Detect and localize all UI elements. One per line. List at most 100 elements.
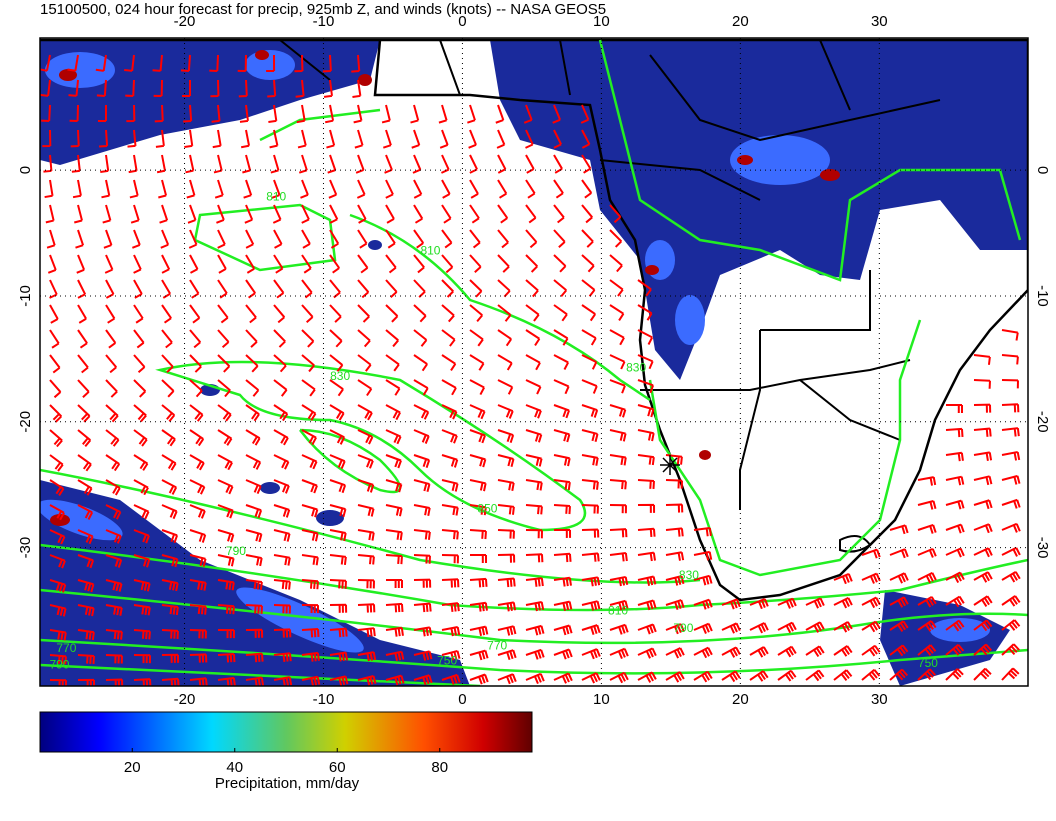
- wind-barb: [637, 527, 656, 538]
- wind-barb: [385, 304, 399, 323]
- map-area: 810 810 830 830 850 830 810 790 790 770 750 770 790 7…: [40, 38, 1028, 686]
- wind-barb: [413, 254, 425, 274]
- wind-barb: [861, 669, 881, 681]
- wind-barb: [441, 602, 460, 612]
- wind-barb: [102, 204, 112, 224]
- wind-barb: [1001, 474, 1021, 485]
- wind-barb: [693, 646, 713, 659]
- wind-barb: [469, 625, 489, 637]
- wind-barb: [385, 674, 405, 686]
- wind-barb: [525, 179, 536, 199]
- lon-label-top: -20: [174, 13, 196, 30]
- wind-barb: [189, 354, 202, 373]
- wind-barb: [581, 354, 598, 370]
- wind-barb: [917, 547, 937, 558]
- wind-barb: [917, 476, 937, 486]
- wind-barb: [301, 279, 313, 299]
- wind-barb: [917, 500, 937, 510]
- wind-barb: [861, 596, 881, 609]
- wind-barb: [525, 672, 545, 685]
- wind-barb: [665, 671, 685, 683]
- wind-barb: [412, 154, 422, 174]
- wind-barb: [45, 204, 55, 224]
- wind-barb: [413, 379, 429, 396]
- wind-barb: [245, 354, 259, 373]
- grid: [40, 38, 1028, 686]
- wind-barb: [553, 279, 568, 298]
- wind-barb: [42, 129, 52, 148]
- wind-barb: [188, 229, 198, 249]
- contour-labels: 810 810 830 830 850 830 810 790 790 770 750 770 790 7…: [49, 189, 938, 671]
- wind-barb: [217, 653, 236, 663]
- wind-barb: [267, 79, 277, 98]
- wind-barb: [553, 429, 571, 443]
- wind-barb: [385, 479, 403, 493]
- wind-barb: [301, 404, 317, 421]
- wind-barb: [441, 529, 459, 540]
- wind-barb: [609, 671, 629, 684]
- wind-barb: [301, 554, 319, 566]
- wind-barb: [49, 379, 62, 399]
- wind-barb: [973, 475, 993, 486]
- wind-barb: [441, 626, 461, 637]
- wind-barb: [413, 626, 433, 637]
- wind-barb: [301, 429, 317, 446]
- wind-barb: [238, 79, 248, 98]
- wind-barb: [273, 329, 286, 348]
- wind-barb: [295, 79, 305, 98]
- wind-barb: [355, 154, 365, 174]
- wind-barb: [357, 675, 377, 686]
- wind-barb: [495, 104, 505, 124]
- wind-barb: [553, 528, 572, 538]
- wind-barb: [413, 354, 428, 372]
- wind-barb: [49, 554, 66, 569]
- wind-barb: [161, 254, 171, 274]
- wind-barb: [273, 529, 291, 542]
- wind-barb: [49, 304, 59, 324]
- wind-barb: [273, 676, 293, 686]
- wind-barb: [525, 600, 545, 612]
- wind-barb: [72, 179, 82, 199]
- wind-barb: [496, 129, 506, 149]
- wind-barb: [357, 354, 372, 372]
- wind-barb: [497, 577, 516, 588]
- wind-barb: [40, 79, 51, 97]
- contour-label: 770: [56, 641, 76, 655]
- wind-barb: [209, 54, 219, 72]
- wind-barb: [525, 229, 538, 249]
- wind-barb: [385, 254, 397, 274]
- wind-barb: [413, 650, 433, 661]
- wind-barb: [329, 603, 348, 613]
- wind-barb: [552, 104, 561, 124]
- wind-barb: [469, 529, 487, 540]
- wind-barb: [609, 454, 627, 466]
- wind-barb: [665, 599, 685, 610]
- wind-barb: [973, 403, 992, 413]
- wind-barb: [217, 579, 235, 591]
- wind-barb: [469, 354, 485, 371]
- wind-barb: [1001, 522, 1021, 533]
- wind-barb: [609, 354, 626, 370]
- wind-barb: [189, 629, 207, 639]
- wind-barb: [329, 479, 347, 494]
- wind-barb: [329, 529, 347, 542]
- wind-barb: [270, 154, 280, 174]
- wind-barb: [67, 54, 79, 72]
- wind-barb: [553, 354, 570, 370]
- wind-barb: [469, 553, 488, 563]
- wind-barb: [301, 651, 320, 662]
- wind-barb: [525, 577, 544, 587]
- wind-barb: [385, 554, 403, 565]
- wind-barb: [609, 479, 627, 490]
- wind-barb: [100, 154, 110, 173]
- wind-barb: [413, 554, 431, 564]
- wind-barb: [357, 504, 375, 517]
- lon-label-top: 0: [458, 13, 466, 30]
- wind-barb: [525, 624, 545, 636]
- wind-barb: [211, 104, 221, 123]
- wind-barb: [469, 379, 486, 396]
- wind-barb: [189, 429, 205, 447]
- wind-barb: [273, 304, 286, 324]
- wind-barb: [833, 669, 853, 681]
- wind-barb: [497, 429, 515, 443]
